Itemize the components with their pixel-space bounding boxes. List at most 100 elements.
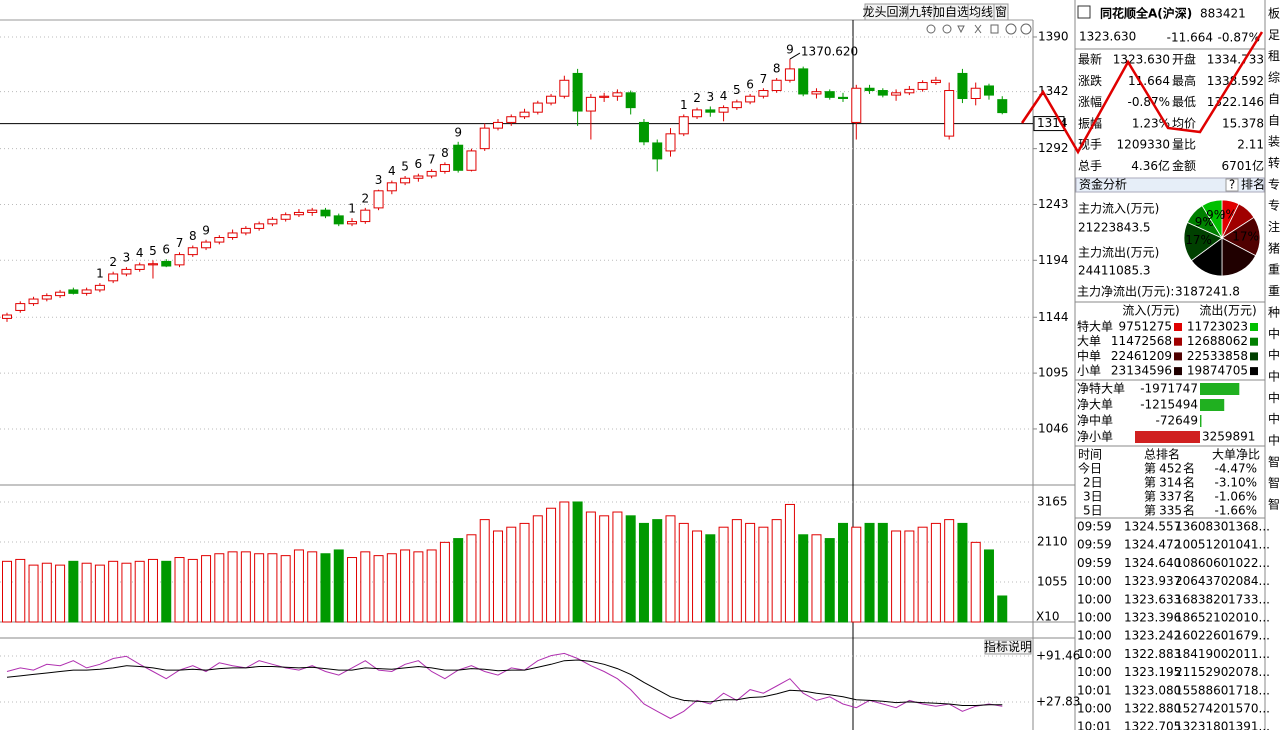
y-tick-label: 1243 <box>1038 197 1069 211</box>
volume-bar <box>731 519 742 623</box>
rank-period: 5日 <box>1083 504 1103 518</box>
flow-in: 23134596 <box>1111 364 1172 378</box>
candle-body <box>997 99 1008 114</box>
sector-item: 中 <box>1268 368 1280 383</box>
candle-body <box>877 90 888 96</box>
candle-body <box>891 92 902 96</box>
candle-body <box>267 218 278 225</box>
volume-bar <box>492 530 503 623</box>
rank-number: 314 <box>1159 476 1182 490</box>
td-count: 5 <box>401 159 409 173</box>
volume-bar <box>307 551 318 623</box>
rank-button: 排名 <box>1241 177 1265 192</box>
sector-item: 种 <box>1268 305 1280 319</box>
flow-out: 12688062 <box>1187 334 1248 348</box>
legend-swatch <box>1174 367 1182 376</box>
net-row-value: 3259891 <box>1202 430 1255 444</box>
stock-change-pct: -0.87% <box>1218 31 1260 45</box>
candle-body <box>108 273 119 282</box>
volume-bar <box>280 555 291 623</box>
tick-amount: 2011... <box>1228 647 1270 661</box>
y-tick-label: 1095 <box>1038 366 1069 380</box>
inflow-label: 主力流入(万元) <box>1078 202 1159 216</box>
sector-item: 装 <box>1268 135 1280 149</box>
candle-body <box>983 85 994 96</box>
volume-bar <box>360 551 371 623</box>
net-row-value: -1971747 <box>1140 382 1198 396</box>
volume-bar <box>347 557 358 623</box>
volume-bar <box>201 555 212 623</box>
td-count: 5 <box>149 244 157 258</box>
td-count: 6 <box>746 77 754 91</box>
toolbar-label: 均线 <box>969 5 993 19</box>
volume-bar <box>983 549 994 623</box>
candle-body <box>386 182 397 192</box>
candle-body <box>81 289 92 294</box>
volume-bar <box>55 564 66 623</box>
candle-body <box>280 214 291 220</box>
max-pointer <box>789 52 801 60</box>
y-tick-label: 1144 <box>1038 310 1069 324</box>
y-tick-label: 1292 <box>1038 141 1069 155</box>
rank-ratio: -4.47% <box>1215 462 1257 476</box>
td-count: 2 <box>361 191 369 205</box>
candle-body <box>705 109 716 113</box>
indicator-button[interactable] <box>984 639 1032 655</box>
help-button[interactable] <box>1225 178 1239 192</box>
toolbar-label: 龙头回溯 <box>862 4 910 19</box>
candle-body <box>161 260 172 267</box>
volume-bar <box>373 555 384 623</box>
toolbar-button[interactable] <box>993 3 1009 21</box>
flow-label: 大单 <box>1077 334 1101 348</box>
candle-body <box>864 87 875 92</box>
candle-body <box>373 190 384 209</box>
tick-volume: 1360830 <box>1175 520 1228 534</box>
net-row-label: 净大单 <box>1077 398 1113 412</box>
tick-time: 10:00 <box>1077 665 1112 679</box>
td-count: 9 <box>202 223 210 237</box>
candle-body <box>333 215 344 225</box>
rank-period: 2日 <box>1083 476 1103 490</box>
tick-time: 10:01 <box>1077 683 1112 697</box>
net-row-label: 净小单 <box>1077 430 1113 444</box>
tick-price: 1323.937 <box>1124 574 1181 588</box>
candle-body <box>426 170 437 177</box>
pie-label: 9% <box>1195 215 1214 229</box>
candle-body <box>413 175 424 179</box>
volume-bar <box>240 551 251 623</box>
volume-bar <box>174 557 185 623</box>
legend-swatch <box>1250 323 1258 331</box>
rank-number: 452 <box>1159 462 1182 476</box>
volume-bar <box>917 526 928 623</box>
candle-body <box>957 72 968 100</box>
tick-volume: 1527420 <box>1175 702 1228 716</box>
volume-bar <box>559 501 570 623</box>
volume-bar <box>320 553 331 623</box>
td-count: 4 <box>136 246 144 260</box>
volume-bar <box>904 530 915 623</box>
tick-time: 10:00 <box>1077 592 1112 606</box>
rank-number: 337 <box>1159 490 1182 504</box>
volume-bar <box>652 519 663 623</box>
candle-body <box>784 68 795 81</box>
candle-body <box>254 223 265 229</box>
sector-item: 中 <box>1268 390 1280 405</box>
td-count: 8 <box>773 61 781 75</box>
net-bar <box>1200 383 1240 395</box>
candle-body <box>585 96 596 112</box>
flow-label: 特大单 <box>1077 319 1113 334</box>
volume-bar <box>784 503 795 623</box>
tick-price: 1322.705 <box>1124 720 1181 730</box>
candle-body <box>227 232 238 239</box>
sector-item: 板 <box>1268 7 1280 21</box>
volume-bar <box>333 549 344 623</box>
tick-volume: 1323180 <box>1175 720 1228 730</box>
volume-bar <box>214 553 225 623</box>
sector-item: 中 <box>1268 326 1280 341</box>
volume-bar <box>254 553 265 623</box>
quote-value: -0.87% <box>1128 95 1170 109</box>
volume-bar <box>851 526 862 623</box>
volume-bar <box>944 519 955 623</box>
candle-body <box>559 79 570 97</box>
y-tick-label: 1194 <box>1038 253 1069 267</box>
